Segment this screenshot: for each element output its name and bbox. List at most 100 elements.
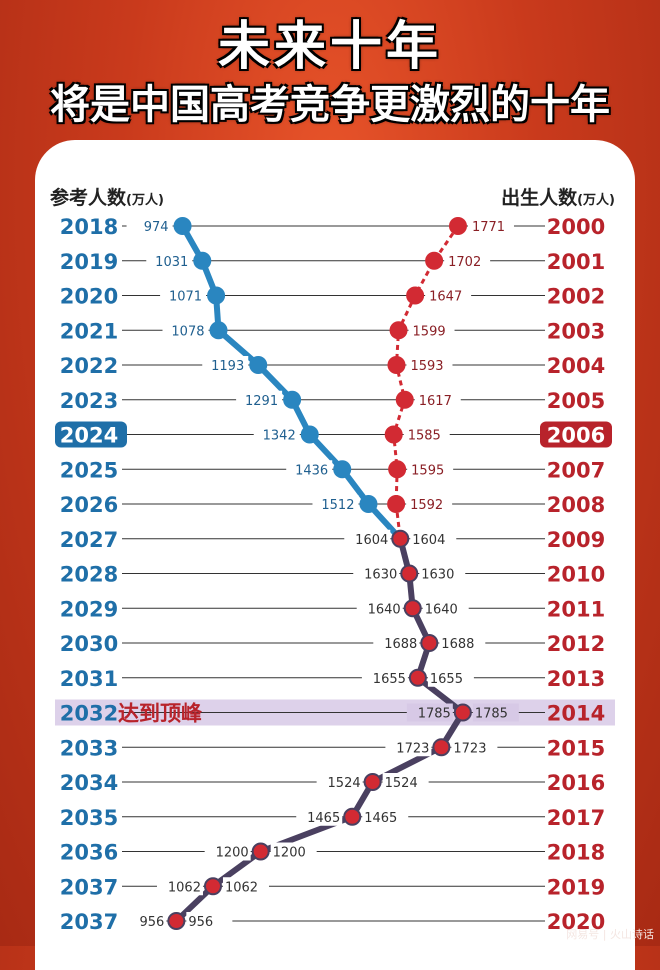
birth-value-label: 1524 <box>385 776 418 791</box>
birth-value-bg <box>407 460 454 479</box>
birth-year-label: 2005 <box>547 389 605 413</box>
right-header-text: 出生人数 <box>501 187 578 209</box>
left-header-text: 参考人数 <box>50 187 127 209</box>
birth-value-bg <box>439 634 486 652</box>
exam-year-label: 2036 <box>60 841 118 865</box>
birth-point <box>387 495 406 513</box>
birth-year-label: 2011 <box>547 597 605 621</box>
exam-value-label: 1688 <box>384 637 417 652</box>
exam-year-label: 2018 <box>60 215 118 239</box>
birth-point <box>448 217 467 235</box>
birth-year-label: 2000 <box>547 215 605 239</box>
exam-value-bg <box>156 877 203 896</box>
exam-value-label: 974 <box>144 220 169 235</box>
exam-value-label: 1291 <box>245 394 278 409</box>
birth-value-label: 1617 <box>419 394 452 409</box>
merged-point <box>408 668 427 687</box>
exam-value-bg <box>373 634 420 652</box>
birth-value-bg <box>408 321 455 340</box>
chart-svg: 2018 2000 974 1771 2019 2001 1031 1702 2020 2002 1… <box>55 215 615 934</box>
birth-value-bg <box>382 773 429 791</box>
birth-year-label: 2003 <box>547 319 605 343</box>
exam-point <box>207 286 226 305</box>
birth-year-label: 2002 <box>547 285 605 309</box>
birth-point <box>425 251 444 270</box>
birth-value-bg <box>362 807 409 826</box>
exam-value-bg <box>160 286 207 305</box>
birth-year-label: 2008 <box>547 493 605 517</box>
right-axis-header: 出生人数(万人) <box>501 183 615 210</box>
highlight-birth-year-pill <box>540 421 612 448</box>
birth-value-label: 1604 <box>412 533 445 548</box>
merged-point <box>453 703 472 722</box>
birth-year-label: 2014 <box>547 702 605 726</box>
title-line-1: 未来十年 <box>217 17 442 77</box>
exam-value-bg <box>356 599 403 618</box>
birth-value-bg <box>406 356 453 374</box>
birth-value-bg <box>472 703 519 722</box>
exam-year-label: 2025 <box>60 458 118 482</box>
exam-year-label: 2034 <box>60 771 118 795</box>
birth-value-label: 1062 <box>225 880 258 895</box>
birth-year-label: 2016 <box>547 771 605 795</box>
birth-value-bg <box>422 599 469 618</box>
exam-value-label: 1436 <box>295 463 328 478</box>
exam-year-label: 2019 <box>60 250 118 274</box>
exam-year-label: 2029 <box>60 597 118 621</box>
exam-value-bg <box>353 564 400 583</box>
exam-value-label: 1640 <box>368 602 401 617</box>
birth-year-label: 2019 <box>547 875 605 899</box>
exam-value-bg <box>316 773 363 791</box>
birth-point <box>389 321 408 340</box>
merged-point <box>167 912 186 930</box>
birth-year-label: 2001 <box>547 250 605 274</box>
exam-value-bg <box>253 425 300 444</box>
exam-point <box>300 425 319 444</box>
exam-value-label: 1604 <box>355 533 388 548</box>
exam-value-label: 1723 <box>396 741 429 756</box>
birth-value-label: 1647 <box>429 290 462 305</box>
birth-value-label: 1200 <box>273 846 306 861</box>
exam-year-label: 2033 <box>60 736 118 760</box>
exam-year-label: 2021 <box>60 319 118 343</box>
birth-year-label: 2018 <box>547 841 605 865</box>
exam-value-bg <box>361 668 408 687</box>
exam-point <box>249 356 268 374</box>
chart-panel <box>35 140 635 970</box>
birth-value-bg <box>186 912 233 930</box>
birth-year-label: 2017 <box>547 806 605 830</box>
birth-point <box>406 286 425 305</box>
exam-year-label: 2032 <box>60 702 118 726</box>
birth-year-label: 2020 <box>547 910 605 934</box>
birth-value-label: 1702 <box>448 255 481 270</box>
birth-value-label: 1785 <box>475 707 508 722</box>
exam-year-label: 2037 <box>60 910 118 934</box>
birth-value-label: 1592 <box>410 498 443 513</box>
merged-point <box>420 634 439 652</box>
exam-value-bg <box>126 217 173 235</box>
right-header-unit: (万人) <box>577 193 615 208</box>
exam-value-bg <box>385 738 432 757</box>
exam-year-label: 2037 <box>60 875 118 899</box>
exam-value-bg <box>296 807 343 826</box>
peak-label: 达到顶峰 <box>118 702 202 726</box>
birth-value-bg <box>425 286 472 305</box>
exam-value-label: 1465 <box>307 811 340 826</box>
exam-value-bg <box>162 321 209 340</box>
birth-value-bg <box>403 425 450 444</box>
exam-year-label: 2020 <box>60 285 118 309</box>
birth-value-label: 1655 <box>430 672 463 687</box>
exam-value-label: 1078 <box>171 324 204 339</box>
exam-point <box>283 390 302 409</box>
birth-value-label: 1595 <box>411 463 444 478</box>
birth-value-label: 1599 <box>413 324 446 339</box>
birth-value-bg <box>451 738 498 757</box>
exam-value-label: 1071 <box>169 290 202 305</box>
merged-point <box>343 807 362 826</box>
exam-takers-line <box>179 224 403 541</box>
exam-value-label: 1031 <box>155 255 188 270</box>
birth-value-label: 1630 <box>421 568 454 583</box>
birth-year-label: 2015 <box>547 736 605 760</box>
birth-year-label: 2013 <box>547 667 605 691</box>
birth-value-bg <box>467 217 514 235</box>
